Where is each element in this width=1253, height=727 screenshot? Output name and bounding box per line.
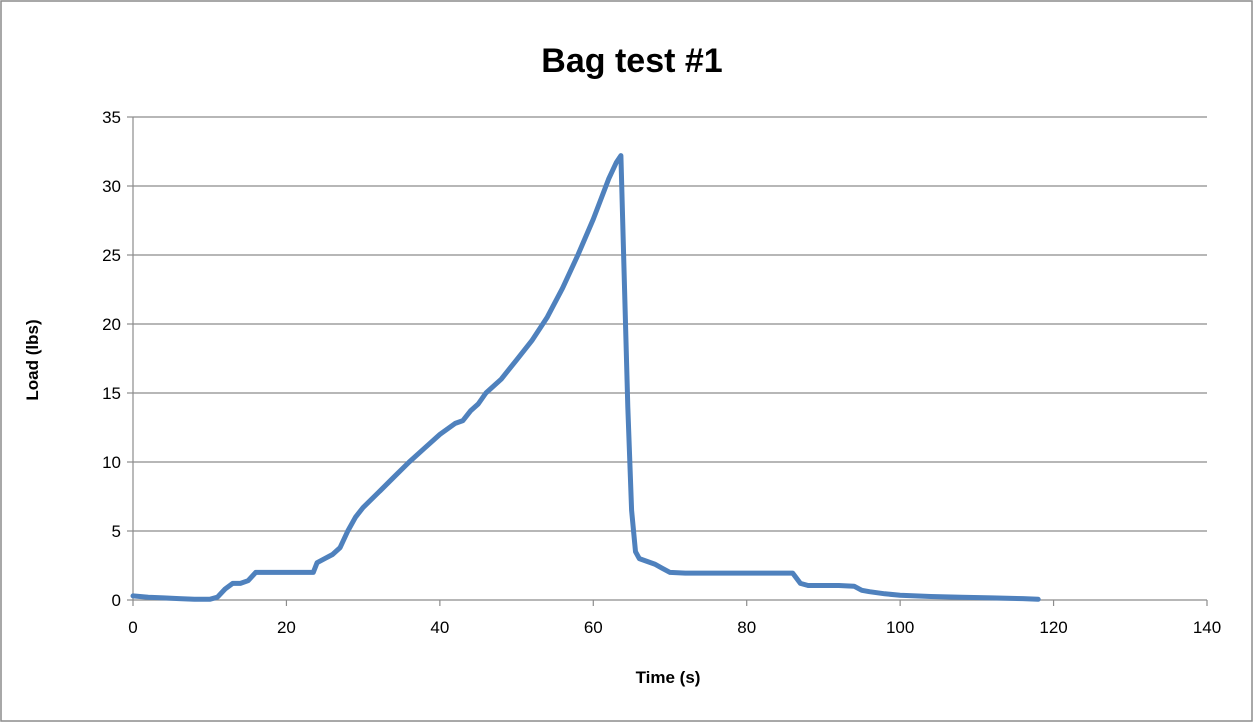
x-tick-label: 100 <box>886 618 914 637</box>
series-line <box>130 153 1041 602</box>
x-tick-label: 20 <box>277 618 296 637</box>
y-tick-label: 30 <box>102 177 121 196</box>
y-tick-label: 20 <box>102 315 121 334</box>
chart-title: Bag test #1 <box>541 42 722 80</box>
x-tick-label: 80 <box>737 618 756 637</box>
x-axis-title: Time (s) <box>636 668 701 687</box>
x-tick-label: 0 <box>128 618 137 637</box>
x-axis-tick-labels: 0 20 40 60 80 100 120 140 <box>128 618 1221 637</box>
y-axis-tick-labels: 0 5 10 15 20 25 30 35 <box>102 108 121 610</box>
y-tick-label: 25 <box>102 246 121 265</box>
y-tick-label: 5 <box>112 522 121 541</box>
y-axis-title: Load (lbs) <box>23 319 42 400</box>
x-tick-label: 40 <box>430 618 449 637</box>
y-tick-label: 10 <box>102 453 121 472</box>
x-tick-label: 120 <box>1039 618 1067 637</box>
y-tick-label: 0 <box>112 591 121 610</box>
x-tick-label: 140 <box>1193 618 1221 637</box>
y-tick-label: 15 <box>102 384 121 403</box>
data-series <box>130 153 1041 602</box>
x-tick-label: 60 <box>584 618 603 637</box>
gridlines <box>133 116 1207 532</box>
y-tick-label: 35 <box>102 108 121 127</box>
